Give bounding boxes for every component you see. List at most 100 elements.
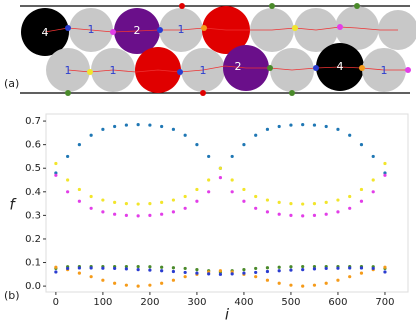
data-point bbox=[230, 272, 234, 276]
x-tick-label: 700 bbox=[375, 297, 394, 308]
data-point bbox=[265, 266, 270, 270]
contact bbox=[157, 27, 163, 33]
data-point bbox=[289, 213, 293, 217]
data-point bbox=[136, 264, 140, 269]
data-point bbox=[336, 278, 340, 282]
data-point bbox=[113, 266, 117, 271]
data-point bbox=[324, 212, 328, 216]
data-point bbox=[265, 127, 270, 131]
data-point bbox=[312, 201, 317, 206]
data-point bbox=[171, 198, 176, 202]
data-point bbox=[77, 143, 81, 147]
data-point bbox=[124, 123, 128, 127]
x-tick-label: 100 bbox=[93, 297, 112, 308]
data-point bbox=[277, 281, 281, 285]
data-point bbox=[136, 202, 140, 206]
data-point bbox=[89, 206, 93, 210]
data-point bbox=[183, 275, 187, 279]
panel-label: (a) bbox=[4, 77, 19, 90]
data-point bbox=[136, 123, 140, 127]
panel-label: (b) bbox=[4, 289, 20, 302]
data-point bbox=[265, 278, 270, 282]
data-point bbox=[218, 272, 223, 276]
y-tick-label: 0.1 bbox=[25, 258, 41, 269]
contact bbox=[201, 25, 207, 31]
data-point bbox=[101, 278, 105, 282]
data-point bbox=[289, 268, 293, 272]
particle-label: 2 bbox=[235, 60, 242, 73]
data-point bbox=[312, 213, 317, 217]
data-point bbox=[195, 271, 199, 275]
data-point bbox=[148, 283, 152, 287]
contact bbox=[177, 69, 183, 75]
data-point bbox=[336, 266, 340, 270]
x-tick-label: 0 bbox=[53, 297, 59, 308]
data-point bbox=[301, 268, 305, 272]
data-point bbox=[113, 281, 117, 285]
data-point bbox=[359, 199, 364, 203]
data-point bbox=[136, 214, 140, 218]
data-point bbox=[277, 269, 281, 273]
data-point bbox=[183, 270, 187, 275]
x-tick-label: 400 bbox=[234, 297, 253, 308]
contact bbox=[267, 65, 273, 71]
data-point bbox=[230, 154, 234, 159]
data-point bbox=[254, 275, 258, 279]
data-point bbox=[371, 154, 375, 159]
contact bbox=[65, 90, 71, 96]
data-point bbox=[54, 161, 58, 166]
data-point bbox=[183, 206, 187, 210]
y-tick-label: 0.2 bbox=[25, 234, 41, 245]
data-point bbox=[336, 127, 340, 131]
data-point bbox=[171, 278, 176, 282]
data-point bbox=[207, 154, 211, 159]
data-point bbox=[54, 173, 58, 177]
data-point bbox=[124, 267, 128, 271]
data-point bbox=[148, 268, 152, 272]
data-point bbox=[348, 194, 352, 199]
x-tick-label: 500 bbox=[281, 297, 300, 308]
data-point bbox=[371, 266, 375, 271]
x-tick-label: 200 bbox=[140, 297, 159, 308]
data-point bbox=[289, 123, 293, 127]
data-point bbox=[371, 190, 375, 194]
contact bbox=[65, 25, 71, 31]
data-point bbox=[230, 190, 234, 194]
contact bbox=[354, 3, 360, 9]
data-point bbox=[301, 264, 305, 269]
data-point bbox=[148, 213, 152, 217]
data-point bbox=[124, 264, 128, 269]
data-point bbox=[383, 171, 387, 175]
data-point bbox=[160, 265, 164, 269]
contact bbox=[110, 29, 116, 35]
particle-label: 1 bbox=[88, 23, 95, 36]
data-point bbox=[89, 133, 93, 137]
data-point bbox=[101, 127, 105, 131]
data-point bbox=[301, 123, 305, 127]
data-point bbox=[89, 266, 93, 270]
particle-label: 1 bbox=[110, 64, 117, 77]
data-point bbox=[371, 178, 375, 182]
data-point bbox=[348, 266, 352, 270]
data-point bbox=[289, 283, 293, 287]
data-point bbox=[207, 272, 211, 276]
data-point bbox=[254, 266, 258, 271]
data-point bbox=[218, 176, 223, 180]
data-point bbox=[77, 266, 81, 270]
contact bbox=[289, 90, 295, 96]
data-point bbox=[183, 194, 187, 199]
data-point bbox=[242, 271, 246, 275]
contact bbox=[179, 3, 185, 9]
data-point bbox=[160, 281, 164, 285]
particle-label: 4 bbox=[337, 60, 344, 73]
data-point bbox=[113, 200, 117, 205]
bond bbox=[67, 65, 408, 73]
data-point bbox=[54, 265, 58, 269]
x-axis-label: i bbox=[225, 306, 230, 324]
data-point bbox=[312, 123, 317, 127]
data-point bbox=[254, 133, 258, 137]
data-point bbox=[242, 268, 246, 272]
data-point bbox=[242, 199, 246, 203]
data-point bbox=[289, 265, 293, 269]
